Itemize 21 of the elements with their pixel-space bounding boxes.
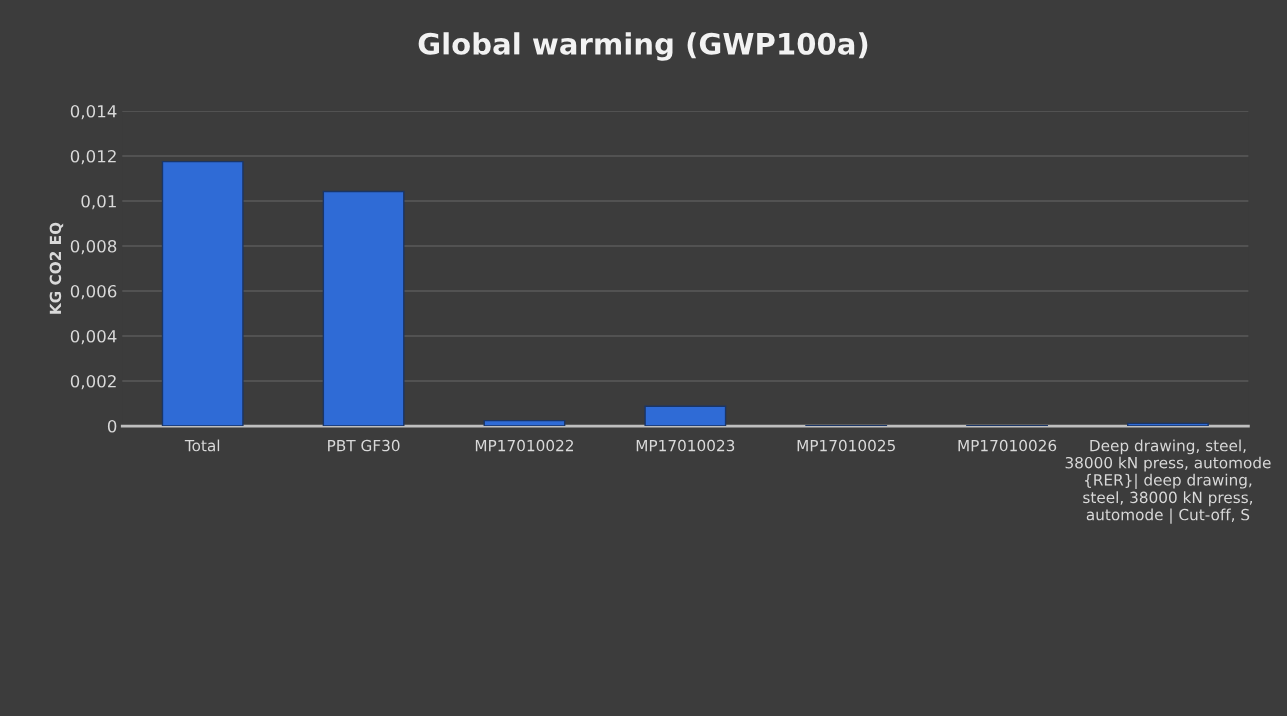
y-tick-label: 0 [107, 419, 117, 433]
bar [483, 419, 566, 427]
y-tick-label: 0,014 [70, 104, 117, 120]
x-tick-label: PBT GF30 [328, 439, 400, 452]
x-tick-label: Deep drawing, steel, 38000 kN press, automode {RER}| deep drawing, steel, 38000 kN press, automode | Cut-off, S [1065, 439, 1271, 524]
y-tick-label: 0,012 [70, 149, 116, 165]
y-tick-label: 0,008 [70, 239, 117, 255]
chart-title: Global warming (GWP100a) [418, 32, 868, 61]
x-tick-label: MP17010023 [636, 439, 735, 452]
x-tick-label: Total [184, 439, 220, 452]
bar [644, 405, 727, 427]
x-tick-label: MP17010022 [475, 439, 573, 452]
bar [161, 160, 244, 427]
x-tick-label: MP17010026 [958, 439, 1057, 452]
y-tick-label: 0,002 [70, 374, 116, 390]
bar [322, 190, 405, 427]
y-tick-label: 0,01 [81, 194, 116, 210]
y-tick-label: 0,006 [70, 284, 117, 300]
x-tick-label: MP17010025 [797, 439, 895, 452]
y-axis-title: KG CO2 EQ [49, 222, 64, 314]
y-tick-label: 0,004 [70, 329, 117, 345]
